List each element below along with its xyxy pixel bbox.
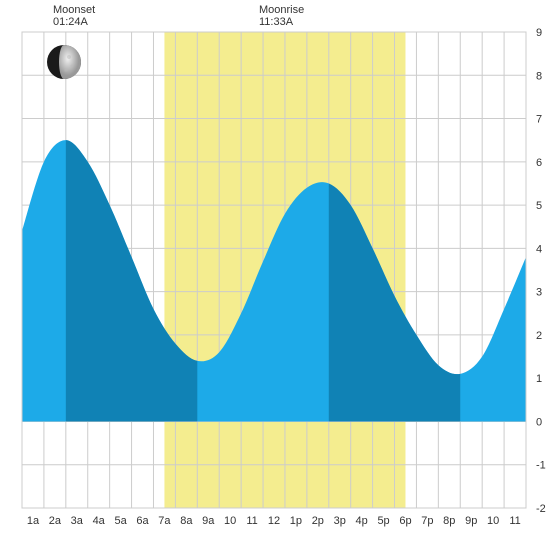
svg-text:7a: 7a [158, 515, 171, 527]
svg-text:5p: 5p [377, 515, 389, 527]
svg-text:2a: 2a [49, 515, 62, 527]
svg-text:5a: 5a [114, 515, 127, 527]
svg-text:11: 11 [246, 515, 257, 527]
svg-text:1a: 1a [27, 515, 40, 527]
svg-text:7p: 7p [421, 515, 433, 527]
svg-text:2p: 2p [312, 515, 324, 527]
tide-chart-container: Moonset 01:24A Moonrise 11:33A 1a2a3a4a5… [0, 0, 550, 550]
svg-text:10: 10 [487, 515, 499, 527]
svg-text:2: 2 [536, 330, 542, 342]
svg-text:9p: 9p [465, 515, 477, 527]
svg-text:12: 12 [268, 515, 280, 527]
svg-text:8a: 8a [180, 515, 193, 527]
svg-text:3a: 3a [71, 515, 84, 527]
svg-text:4a: 4a [93, 515, 106, 527]
svg-text:9: 9 [536, 27, 542, 39]
svg-text:1p: 1p [290, 515, 302, 527]
tide-chart: 1a2a3a4a5a6a7a8a9a1011121p2p3p4p5p6p7p8p… [0, 0, 550, 550]
svg-text:8: 8 [536, 70, 542, 82]
svg-text:1: 1 [536, 373, 542, 385]
moon-phase-icon [46, 44, 82, 80]
svg-text:5: 5 [536, 200, 542, 212]
svg-text:6a: 6a [136, 515, 149, 527]
svg-text:6p: 6p [399, 515, 411, 527]
svg-text:-1: -1 [536, 460, 546, 472]
svg-text:4p: 4p [356, 515, 368, 527]
svg-text:4: 4 [536, 243, 542, 255]
svg-text:11: 11 [509, 515, 520, 527]
svg-text:3p: 3p [334, 515, 346, 527]
svg-text:6: 6 [536, 157, 542, 169]
svg-text:10: 10 [224, 515, 236, 527]
svg-text:0: 0 [536, 416, 542, 428]
svg-text:3: 3 [536, 287, 542, 299]
svg-text:8p: 8p [443, 515, 455, 527]
svg-text:-2: -2 [536, 503, 546, 515]
svg-text:9a: 9a [202, 515, 215, 527]
svg-text:7: 7 [536, 114, 542, 126]
